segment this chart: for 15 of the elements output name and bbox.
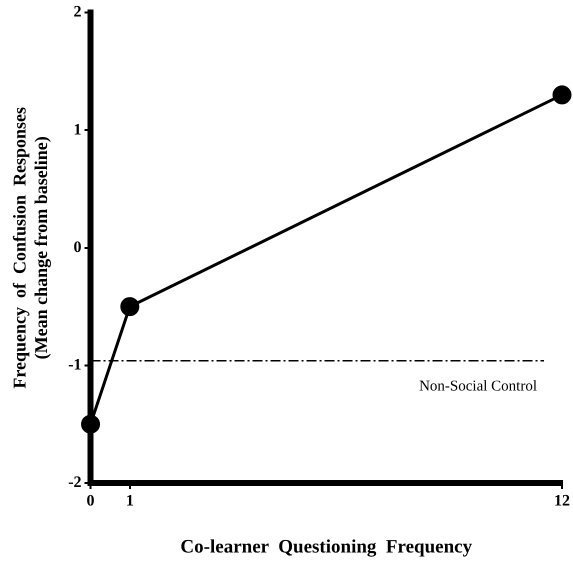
x-tick-label: 0 xyxy=(86,492,95,510)
text: (Mean change from baseline) xyxy=(31,136,52,360)
ref-line-label: Non-Social Control xyxy=(419,378,537,395)
y-tick-label: -1 xyxy=(68,356,82,374)
point xyxy=(552,85,572,104)
y-tick-label: 2 xyxy=(74,4,82,21)
y-tick-label: -2 xyxy=(68,474,82,492)
x-axis-title: Co-learner Questioning Frequency xyxy=(180,536,473,558)
x-tick-label: 12 xyxy=(554,492,570,510)
y-tick-label: 1 xyxy=(74,121,82,138)
y-axis-title: Frequency of Confusion Responses xyxy=(9,106,30,389)
x-tick-label: 1 xyxy=(126,492,134,510)
y-tick-label: 0 xyxy=(74,238,82,256)
point xyxy=(81,414,100,434)
point xyxy=(120,297,140,316)
